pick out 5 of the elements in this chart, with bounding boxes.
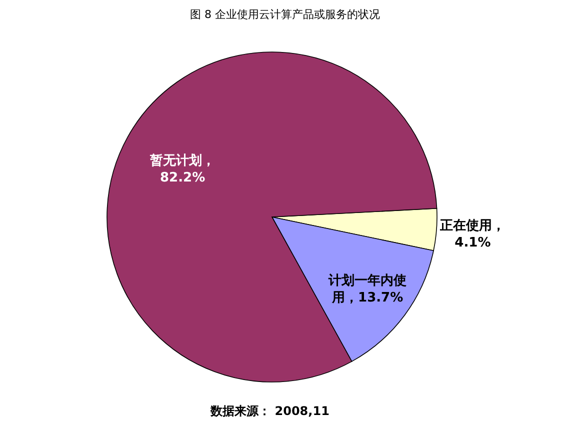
slice-label: 暂无计划，82.2%	[149, 152, 216, 186]
slice-label: 计划一年内使用，13.7%	[328, 274, 407, 306]
chart-title: 图 8 企业使用云计算产品或服务的状况	[190, 8, 380, 21]
slice-label: 正在使用，4.1%	[439, 218, 506, 250]
source-note: 数据来源： 2008,11	[210, 404, 330, 418]
